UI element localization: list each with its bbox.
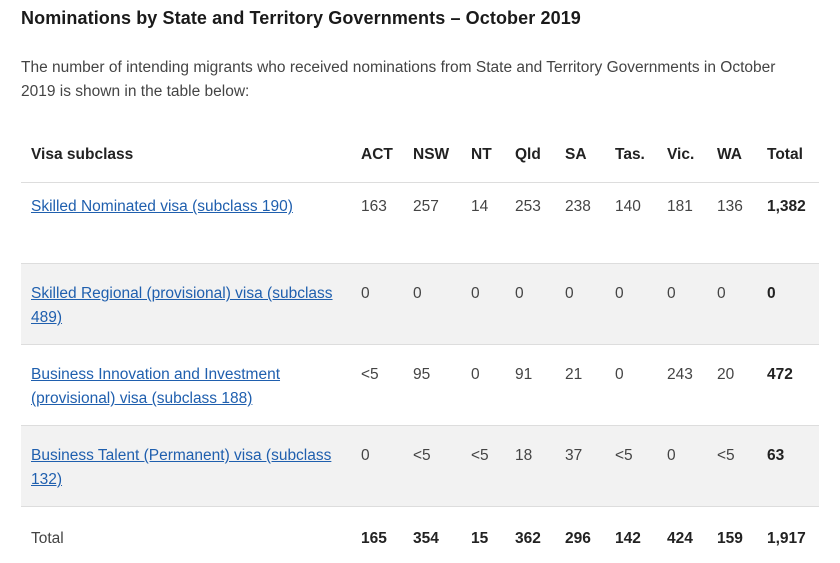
intro-paragraph: The number of intending migrants who rec… <box>21 56 811 104</box>
header-act: ACT <box>361 128 413 183</box>
cell-wa: <5 <box>717 426 767 468</box>
cell-nt: 0 <box>471 264 515 306</box>
footer-total-label: Total <box>31 507 361 551</box>
footer-grand-total: 1,917 <box>767 507 819 551</box>
cell-act: <5 <box>361 345 413 387</box>
footer-cell-nt: 15 <box>471 507 515 551</box>
header-nt: NT <box>471 128 515 183</box>
cell-act: 0 <box>361 264 413 306</box>
header-vic: Vic. <box>667 128 717 183</box>
cell-tas: <5 <box>615 426 667 468</box>
cell-vic: 0 <box>667 264 717 306</box>
header-total: Total <box>767 128 819 183</box>
visa-link-subclass-489[interactable]: Skilled Regional (provisional) visa (sub… <box>31 285 333 326</box>
cell-wa: 0 <box>717 264 767 306</box>
footer-cell-vic: 424 <box>667 507 717 551</box>
cell-sa: 238 <box>565 183 615 219</box>
cell-vic: 181 <box>667 183 717 219</box>
visa-link-subclass-188[interactable]: Business Innovation and Investment (prov… <box>31 366 280 407</box>
cell-sa: 37 <box>565 426 615 468</box>
cell-nsw: 257 <box>413 183 471 219</box>
cell-tas: 140 <box>615 183 667 219</box>
cell-wa: 20 <box>717 345 767 387</box>
cell-vic: 0 <box>667 426 717 468</box>
cell-qld: 91 <box>515 345 565 387</box>
cell-row-total: 0 <box>767 264 819 306</box>
table-row-subclass-190: Skilled Nominated visa (subclass 190) 16… <box>21 183 819 264</box>
cell-nt: <5 <box>471 426 515 468</box>
table-row-subclass-188: Business Innovation and Investment (prov… <box>21 345 819 426</box>
nominations-table: Visa subclass ACT NSW NT Qld SA Tas. Vic… <box>21 128 819 563</box>
table-row-subclass-132: Business Talent (Permanent) visa (subcla… <box>21 426 819 507</box>
cell-tas: 0 <box>615 345 667 387</box>
table-footer-total-row: Total 165 354 15 362 296 142 424 159 1,9… <box>21 507 819 563</box>
footer-cell-qld: 362 <box>515 507 565 551</box>
footer-cell-act: 165 <box>361 507 413 551</box>
footer-cell-sa: 296 <box>565 507 615 551</box>
cell-nsw: 0 <box>413 264 471 306</box>
cell-sa: 0 <box>565 264 615 306</box>
cell-act: 0 <box>361 426 413 468</box>
footer-cell-wa: 159 <box>717 507 767 551</box>
header-visa-subclass: Visa subclass <box>21 128 361 183</box>
header-tas: Tas. <box>615 128 667 183</box>
footer-cell-tas: 142 <box>615 507 667 551</box>
cell-qld: 18 <box>515 426 565 468</box>
header-nsw: NSW <box>413 128 471 183</box>
cell-nt: 0 <box>471 345 515 387</box>
footer-cell-nsw: 354 <box>413 507 471 551</box>
cell-tas: 0 <box>615 264 667 306</box>
header-qld: Qld <box>515 128 565 183</box>
table-row-subclass-489: Skilled Regional (provisional) visa (sub… <box>21 264 819 345</box>
visa-link-subclass-190[interactable]: Skilled Nominated visa (subclass 190) <box>31 198 293 215</box>
cell-nsw: 95 <box>413 345 471 387</box>
cell-nsw: <5 <box>413 426 471 468</box>
visa-link-subclass-132[interactable]: Business Talent (Permanent) visa (subcla… <box>31 447 331 488</box>
cell-wa: 136 <box>717 183 767 219</box>
cell-row-total: 63 <box>767 426 819 468</box>
cell-row-total: 1,382 <box>767 183 819 219</box>
header-sa: SA <box>565 128 615 183</box>
cell-nt: 14 <box>471 183 515 219</box>
cell-vic: 243 <box>667 345 717 387</box>
cell-act: 163 <box>361 183 413 219</box>
cell-qld: 253 <box>515 183 565 219</box>
cell-row-total: 472 <box>767 345 819 387</box>
cell-qld: 0 <box>515 264 565 306</box>
table-header-row: Visa subclass ACT NSW NT Qld SA Tas. Vic… <box>21 128 819 183</box>
header-wa: WA <box>717 128 767 183</box>
cell-sa: 21 <box>565 345 615 387</box>
page-title: Nominations by State and Territory Gover… <box>21 8 581 29</box>
